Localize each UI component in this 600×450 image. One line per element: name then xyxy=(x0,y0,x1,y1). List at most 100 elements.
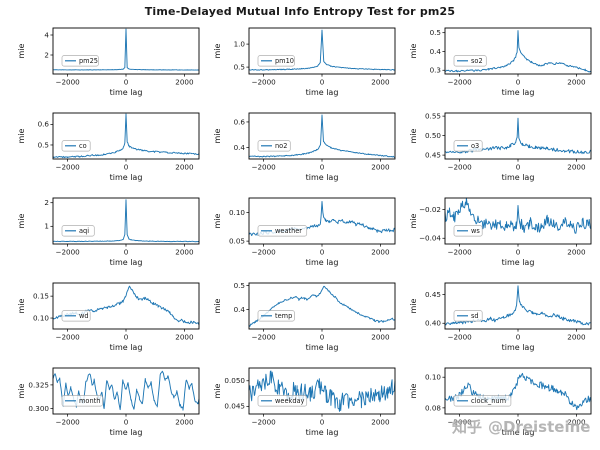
subplot-canvas: −2000 0 2000 0.4 0.5 mie time lag temp xyxy=(213,281,396,352)
x-tick-label: 2000 xyxy=(371,163,390,172)
legend-box xyxy=(61,55,99,67)
x-tick-label: 0 xyxy=(320,78,325,87)
y-tick-label: 0.5 xyxy=(234,63,245,72)
legend-label: sd xyxy=(471,312,479,320)
subplot-canvas: −2000 0 2000 0.5 1.0 mie time lag pm10 xyxy=(213,27,396,97)
x-tick-label: −2000 xyxy=(55,163,80,172)
y-tick-label: 2 xyxy=(44,50,49,59)
legend-box xyxy=(61,310,91,322)
legend: weekday xyxy=(257,395,308,407)
y-axis-label: mie xyxy=(213,43,222,58)
y-tick-label: 0.5 xyxy=(38,140,49,149)
subplot-o3: −2000 0 2000 0.45 0.50 0.55 mie time lag o3 xyxy=(405,107,600,189)
figure-title: Time-Delayed Mutual Info Entropy Test fo… xyxy=(144,5,456,18)
plot-frame xyxy=(248,197,396,245)
y-axis-label: mie xyxy=(409,43,418,58)
legend-label: ws xyxy=(471,227,480,235)
series-line xyxy=(248,370,396,412)
x-tick-label: −2000 xyxy=(55,333,80,342)
y-tick-label: 1.0 xyxy=(234,40,246,49)
plot-frame xyxy=(248,112,396,160)
x-tick-label: 2000 xyxy=(175,418,194,427)
x-tick-label: 0 xyxy=(124,163,129,172)
legend-label: pm10 xyxy=(275,57,294,65)
subplot-wd: −2000 0 2000 0.10 0.15 mie time lag wd xyxy=(13,277,209,359)
y-tick-label: 0.15 xyxy=(33,292,49,301)
y-axis-label: mie xyxy=(17,383,26,398)
x-tick-label: 2000 xyxy=(175,333,194,342)
series-line xyxy=(248,285,396,327)
y-tick-label: 0.6 xyxy=(38,120,50,129)
subplot-sd: −2000 0 2000 0.40 0.45 mie time lag sd xyxy=(405,277,600,359)
y-axis-label: mie xyxy=(409,383,418,398)
subplot-aqi: −2000 0 2000 1 2 mie time lag aqi xyxy=(13,192,209,274)
legend-box xyxy=(453,225,483,237)
legend-box xyxy=(453,310,483,322)
legend-box xyxy=(453,55,487,67)
series-line xyxy=(248,114,396,158)
plot-frame xyxy=(52,27,200,75)
x-axis-label: time lag xyxy=(110,258,143,267)
series-line xyxy=(248,29,396,71)
watermark-handle: @Dreisteine xyxy=(488,418,591,436)
y-axis-label: mie xyxy=(17,298,26,313)
legend: temp xyxy=(257,310,295,322)
x-tick-label: 0 xyxy=(124,333,129,342)
series-line xyxy=(444,30,592,73)
x-axis-label: time lag xyxy=(110,173,143,182)
x-tick-label: −2000 xyxy=(447,248,472,257)
x-tick-label: −2000 xyxy=(447,333,472,342)
subplot-ws: −2000 0 2000 −0.04 −0.02 mie time lag ws xyxy=(405,192,600,274)
series-line xyxy=(52,28,200,71)
x-tick-label: 2000 xyxy=(567,163,586,172)
legend-box xyxy=(257,310,295,322)
legend-label: weekday xyxy=(275,397,305,405)
y-axis-label: mie xyxy=(409,298,418,313)
legend: clock_num xyxy=(453,395,512,407)
legend-box xyxy=(257,140,291,152)
x-axis-label: time lag xyxy=(502,343,535,352)
y-axis-label: mie xyxy=(17,43,26,58)
plot-frame xyxy=(52,282,200,330)
subplot-canvas: −2000 0 2000 1 2 mie time lag aqi xyxy=(17,197,200,267)
legend-label: co xyxy=(79,142,87,150)
x-tick-label: 2000 xyxy=(567,78,586,87)
subplot-pm10: −2000 0 2000 0.5 1.0 mie time lag pm10 xyxy=(209,22,405,104)
y-axis-label: mie xyxy=(17,128,26,143)
y-tick-label: 0.5 xyxy=(430,28,441,37)
x-tick-label: 0 xyxy=(516,248,521,257)
legend: no2 xyxy=(257,140,291,152)
x-tick-label: −2000 xyxy=(447,418,472,427)
legend: o3 xyxy=(453,140,483,152)
y-tick-label: −0.04 xyxy=(419,234,441,243)
x-axis-label: time lag xyxy=(306,88,339,97)
subplot-no2: −2000 0 2000 0.4 0.6 mie time lag no2 xyxy=(209,107,405,189)
x-axis-label: time lag xyxy=(110,343,143,352)
y-axis-label: mie xyxy=(409,128,418,143)
plot-frame xyxy=(248,282,396,330)
x-tick-label: −2000 xyxy=(251,333,276,342)
x-tick-label: 2000 xyxy=(371,78,390,87)
y-tick-label: 0.40 xyxy=(425,319,441,328)
y-axis-label: mie xyxy=(17,213,26,228)
y-axis-label: mie xyxy=(213,128,222,143)
x-tick-label: 2000 xyxy=(567,333,586,342)
subplot-clock_num: −2000 0 2000 0.08 0.10 mie time lag clock_num xyxy=(405,362,600,444)
x-tick-label: −2000 xyxy=(447,78,472,87)
x-tick-label: 0 xyxy=(516,418,521,427)
y-tick-label: 0.10 xyxy=(425,373,441,382)
x-tick-label: −2000 xyxy=(251,78,276,87)
legend-label: month xyxy=(79,397,100,405)
legend: so2 xyxy=(453,55,487,67)
y-tick-label: 0.045 xyxy=(224,402,245,411)
y-axis-label: mie xyxy=(213,213,222,228)
plot-frame xyxy=(444,282,592,330)
legend-box xyxy=(453,140,483,152)
y-tick-label: 1 xyxy=(44,222,49,231)
legend-label: weather xyxy=(275,227,302,235)
subplot-month: −2000 0 2000 0.300 0.325 mie time lag month xyxy=(13,362,209,444)
